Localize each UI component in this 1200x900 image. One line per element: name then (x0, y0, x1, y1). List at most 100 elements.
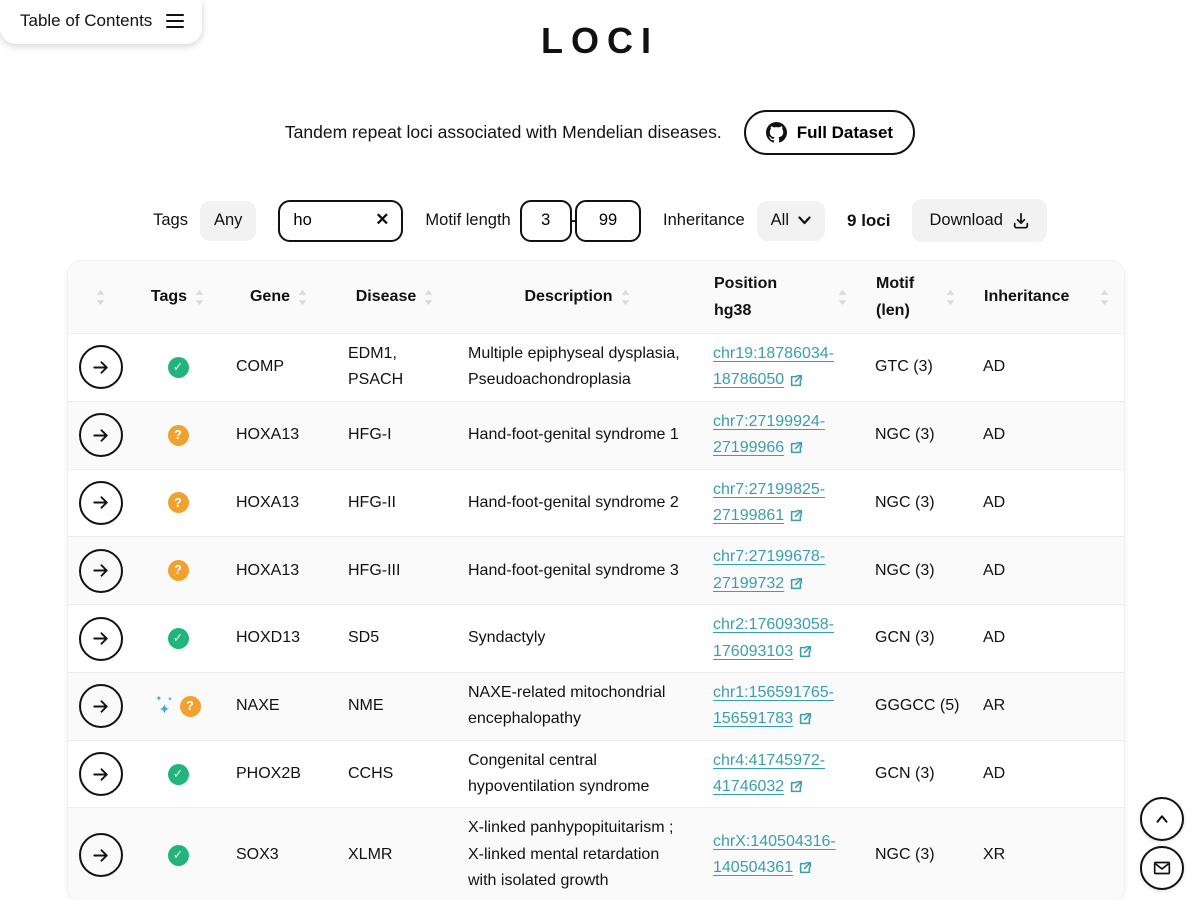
row-open-button[interactable] (78, 833, 123, 878)
arrow-right-icon (93, 361, 108, 374)
header-inheritance[interactable]: Inheritance (970, 288, 1124, 306)
position-link[interactable]: chr7:27199924- 27199966 (713, 412, 826, 457)
description-cell: X-linked panhypopituitarism ; X-linked m… (468, 819, 674, 890)
row-open-button[interactable] (78, 345, 123, 390)
disease-cell: CCHS (348, 764, 394, 782)
inheritance-cell: AD (983, 629, 1006, 647)
check-circle-icon: ✓ (167, 763, 189, 785)
description-cell: Hand-foot-genital syndrome 2 (468, 493, 679, 511)
search-clear-button[interactable]: ✕ (367, 205, 397, 235)
gene-cell: PHOX2B (236, 764, 301, 782)
header-disease[interactable]: Disease (335, 288, 455, 306)
arrow-right-icon (93, 632, 108, 645)
header-description[interactable]: Description (455, 288, 700, 306)
arrow-right-icon (93, 564, 108, 577)
motif-cell: NGC (3) (875, 493, 935, 511)
table-row: ? HOXA13 HFG-I Hand-foot-genital syndrom… (68, 400, 1124, 469)
external-link-icon (791, 510, 803, 522)
scroll-to-top-button[interactable] (1140, 797, 1184, 841)
description-cell: Hand-foot-genital syndrome 3 (468, 561, 679, 579)
motif-length-label: Motif length (425, 211, 511, 229)
arrow-right-icon (93, 496, 108, 510)
motif-max-input[interactable] (575, 199, 642, 242)
external-link-icon (791, 374, 803, 386)
disease-cell: EDM1, PSACH (348, 345, 404, 389)
arrow-right-icon (93, 848, 108, 862)
page-subtitle: Tandem repeat loci associated with Mende… (284, 122, 722, 142)
download-button[interactable]: Download (912, 199, 1047, 242)
row-open-button[interactable] (78, 616, 123, 661)
position-link[interactable]: chr7:27199825- 27199861 (713, 480, 826, 524)
header-motif[interactable]: Motif (len) (862, 270, 970, 324)
row-open-button[interactable] (78, 480, 123, 525)
sort-arrows-icon (195, 289, 204, 305)
inheritance-cell: AD (983, 493, 1006, 511)
gene-cell: HOXA13 (236, 493, 300, 511)
table-row: ✓ HOXD13 SD5 Syndactyly chr2:176093058- … (68, 604, 1124, 672)
inheritance-select[interactable]: All (756, 200, 826, 241)
external-link-icon (791, 442, 803, 454)
sort-arrows-icon (838, 289, 847, 305)
position-link[interactable]: chrX:140504316- 140504361 (713, 832, 836, 877)
motif-cell: GCN (3) (875, 764, 935, 782)
check-circle-icon: ✓ (167, 628, 189, 650)
external-link-icon (799, 713, 812, 725)
motif-cell: NGC (3) (875, 425, 935, 443)
header-tags[interactable]: Tags (133, 288, 223, 306)
position-link[interactable]: chr7:27199678- 27199732 (713, 548, 826, 592)
header-position[interactable]: Position hg38 (700, 270, 862, 324)
header-gene[interactable]: Gene (223, 288, 335, 306)
row-open-button[interactable] (78, 684, 123, 729)
tags-cell: ✓ (133, 356, 223, 378)
inheritance-cell: XR (983, 845, 1006, 863)
inheritance-selected-value: All (770, 211, 790, 229)
disease-cell: HFG-II (348, 493, 396, 511)
tags-filter-button[interactable]: Any (199, 200, 257, 241)
motif-cell: NGC (3) (875, 561, 935, 579)
inheritance-cell: AD (983, 425, 1006, 443)
row-open-button[interactable] (78, 413, 123, 458)
arrow-right-icon (93, 767, 108, 781)
tags-cell: ? (133, 492, 223, 514)
motif-min-input[interactable] (519, 199, 572, 242)
gene-cell: NAXE (236, 697, 280, 715)
table-body: ✓ COMP EDM1, PSACH Multiple epiphyseal d… (68, 333, 1124, 900)
header-expand-column[interactable] (68, 289, 133, 305)
table-row: ✓ PHOX2B CCHS Congenital central hypoven… (68, 739, 1124, 808)
download-label: Download (929, 211, 1003, 229)
disease-cell: HFG-III (348, 561, 401, 579)
arrow-right-icon (93, 700, 108, 713)
close-icon: ✕ (375, 209, 390, 229)
full-dataset-button[interactable]: Full Dataset (743, 110, 916, 155)
page-title: LOCI (541, 20, 659, 61)
sort-arrows-icon (1100, 289, 1109, 305)
mail-icon (1153, 861, 1171, 875)
tags-cell: ✓ (133, 628, 223, 650)
position-link[interactable]: chr4:41745972- 41746032 (713, 751, 826, 796)
description-cell: NAXE-related mitochondrial encephalopath… (468, 683, 666, 728)
row-open-button[interactable] (78, 548, 123, 593)
position-link[interactable]: chr1:156591765- 156591783 (713, 683, 834, 728)
question-circle-icon: ? (167, 492, 189, 514)
position-link[interactable]: chr19:18786034- 18786050 (713, 345, 834, 389)
check-circle-icon: ✓ (167, 356, 189, 378)
disease-cell: XLMR (348, 845, 393, 863)
gene-cell: HOXA13 (236, 561, 300, 579)
external-link-icon (791, 577, 803, 590)
loci-table: Tags Gene Disease Description Position hg… (68, 261, 1124, 900)
gene-cell: SOX3 (236, 845, 279, 863)
sort-arrows-icon (298, 289, 307, 305)
row-open-button[interactable] (78, 752, 123, 797)
tag-search-input[interactable] (278, 199, 404, 242)
menu-icon (166, 13, 185, 29)
position-link[interactable]: chr2:176093058- 176093103 (713, 616, 834, 660)
motif-range-separator: - (570, 211, 577, 229)
question-circle-icon: ? (167, 560, 189, 582)
table-row: ✦ ✦ ✦? NAXE NME NAXE-related mitochondrial… (68, 671, 1124, 740)
tags-filter-label: Tags (153, 211, 188, 229)
table-of-contents-button[interactable]: Table of Contents (0, 0, 203, 44)
contact-button[interactable] (1140, 846, 1184, 890)
motif-cell: GGGCC (5) (875, 697, 960, 715)
question-circle-icon: ? (167, 424, 189, 446)
sort-arrows-icon (96, 289, 105, 305)
